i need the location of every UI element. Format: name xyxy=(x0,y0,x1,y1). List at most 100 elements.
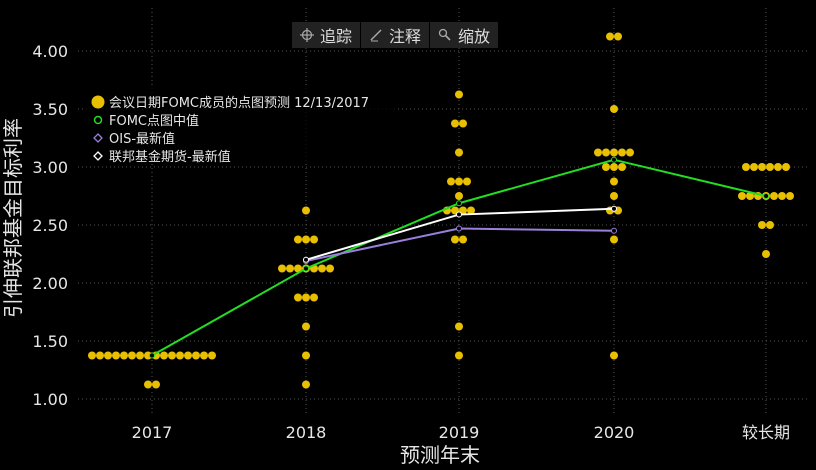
y-tick-label: 4.00 xyxy=(32,42,68,61)
dot-point xyxy=(451,235,459,244)
median-point xyxy=(303,265,309,272)
x-tick-label: 2019 xyxy=(439,423,480,442)
x-tick-label: 较长期 xyxy=(742,423,790,442)
annotate-button[interactable]: 注释 xyxy=(361,22,431,48)
dot-point xyxy=(459,119,467,128)
dot-point xyxy=(606,32,614,41)
dot-point xyxy=(455,148,463,157)
dot-point xyxy=(610,351,618,360)
dot-point xyxy=(302,351,310,360)
trace-label: 追踪 xyxy=(320,27,353,46)
dot-point xyxy=(758,163,766,171)
y-tick-label: 2.50 xyxy=(32,216,68,235)
legend-label: FOMC点图中值 xyxy=(109,113,199,129)
dot-point xyxy=(610,163,618,171)
dot-point xyxy=(602,163,610,171)
dot-point xyxy=(294,235,302,244)
dot-point xyxy=(278,264,286,273)
dot-point xyxy=(738,192,746,200)
dot-point xyxy=(302,293,310,302)
dot-point xyxy=(750,163,758,171)
dot-point xyxy=(455,192,463,200)
legend-marker-futures xyxy=(93,151,103,161)
dot-point xyxy=(184,351,192,360)
dot-point xyxy=(467,206,475,215)
dot-point xyxy=(208,351,216,360)
zoom-label: 缩放 xyxy=(458,27,491,46)
legend-marker-ois xyxy=(93,133,103,143)
y-axis-title: 引伸联邦基金目标利率 xyxy=(1,118,25,318)
dot-point xyxy=(770,192,778,200)
y-tick-label: 3.50 xyxy=(32,100,68,119)
crosshair-icon xyxy=(300,28,314,42)
zoom-button[interactable]: 缩放 xyxy=(430,22,500,48)
dot-point xyxy=(168,351,176,360)
dot-point xyxy=(96,351,104,360)
dot-point xyxy=(176,351,184,360)
dot-point xyxy=(778,192,786,200)
dot-point xyxy=(614,32,622,41)
dot-point xyxy=(200,351,208,360)
ois-line xyxy=(305,227,615,262)
futures-point xyxy=(303,256,309,263)
dot-point xyxy=(626,148,634,157)
legend-label: 会议日期FOMC成员的点图预测 12/13/2017 xyxy=(109,95,369,111)
dot-point xyxy=(451,119,459,128)
dot-point xyxy=(618,163,626,171)
trace-button[interactable]: 追踪 xyxy=(292,22,362,48)
dot-point xyxy=(152,380,160,389)
dot-point xyxy=(192,351,200,360)
dot-point xyxy=(758,221,766,229)
dot-point xyxy=(786,192,794,200)
median-point xyxy=(763,193,769,199)
y-tick-label: 1.00 xyxy=(32,390,68,409)
y-tick-label: 3.00 xyxy=(32,158,68,177)
dot-point xyxy=(610,192,618,200)
annotate-label: 注释 xyxy=(389,27,422,46)
y-tick-label: 1.50 xyxy=(32,332,68,351)
dot-point xyxy=(610,148,618,157)
dot-point xyxy=(455,90,463,99)
dot-point xyxy=(463,177,471,186)
dot-point xyxy=(160,351,168,360)
chart-toolbar: 追踪 注释 缩放 xyxy=(292,22,500,48)
dot-point xyxy=(88,351,96,360)
legend-marker-dots xyxy=(91,95,105,109)
legend-box xyxy=(84,88,398,164)
legend-marker-median xyxy=(93,115,103,125)
pencil-icon xyxy=(369,28,383,42)
dot-point xyxy=(610,177,618,186)
magnifier-icon xyxy=(438,28,452,42)
median-point xyxy=(611,156,617,163)
x-tick-label: 2020 xyxy=(594,423,635,442)
dot-point xyxy=(602,148,610,157)
futures-point xyxy=(456,211,462,218)
futures-point xyxy=(611,205,617,212)
dot-point xyxy=(762,250,770,258)
dot-point xyxy=(610,105,618,113)
legend-label: 联邦基金期货-最新值 xyxy=(109,149,231,165)
dot-point xyxy=(326,264,334,273)
dot-point xyxy=(782,163,790,171)
dot-point xyxy=(447,177,455,186)
dot-point xyxy=(128,351,136,360)
dot-point xyxy=(766,221,774,229)
dot-point xyxy=(144,380,152,389)
median-point xyxy=(149,352,155,359)
dot-point xyxy=(120,351,128,360)
dot-point xyxy=(618,148,626,157)
dot-point xyxy=(594,148,602,157)
dot-point xyxy=(136,351,144,360)
median-point xyxy=(456,200,462,207)
dot-point xyxy=(746,192,754,200)
legend-label: OIS-最新值 xyxy=(109,131,175,147)
dot-point xyxy=(455,351,463,360)
dot-point xyxy=(455,177,463,186)
dot-point xyxy=(766,163,774,171)
ois-point xyxy=(611,227,617,234)
dot-point xyxy=(104,351,112,360)
y-tick-label: 2.00 xyxy=(32,274,68,293)
dot-point xyxy=(302,206,310,215)
dot-point xyxy=(294,293,302,302)
dot-point xyxy=(774,163,782,171)
